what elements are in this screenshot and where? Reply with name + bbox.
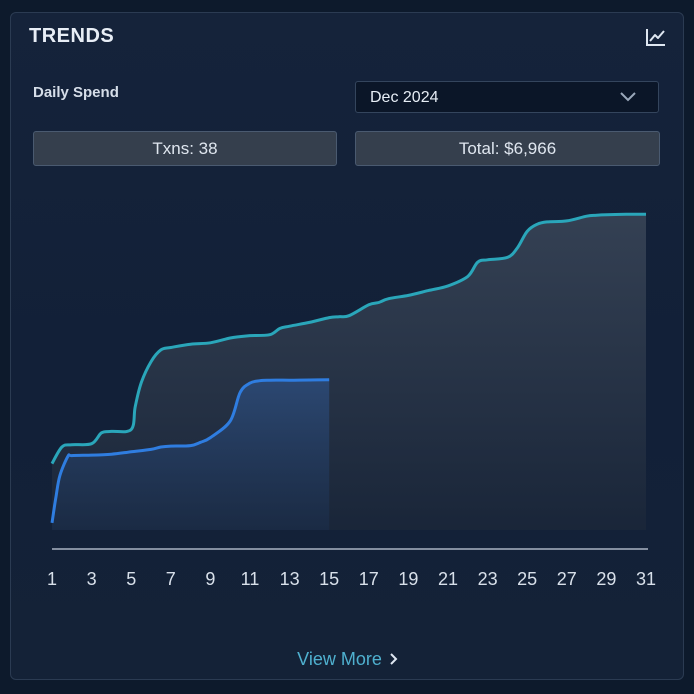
trends-card: TRENDS Daily Spend Dec 2024 Txns: 38 Tot… xyxy=(10,12,684,680)
chevron-right-icon xyxy=(390,653,398,665)
month-select[interactable]: Dec 2024 xyxy=(355,81,659,113)
month-select-value: Dec 2024 xyxy=(370,89,439,106)
daily-spend-label: Daily Spend xyxy=(33,84,119,101)
txns-stat: Txns: 38 xyxy=(33,131,337,166)
txns-stat-text: Txns: 38 xyxy=(152,138,218,158)
total-stat: Total: $6,966 xyxy=(355,131,660,166)
view-more-label: View More xyxy=(297,649,382,669)
chevron-down-icon xyxy=(620,92,636,102)
total-stat-text: Total: $6,966 xyxy=(458,138,557,158)
card-title: TRENDS xyxy=(29,25,115,47)
view-more-link[interactable]: View More xyxy=(11,649,685,670)
line-chart-icon[interactable] xyxy=(645,27,667,47)
